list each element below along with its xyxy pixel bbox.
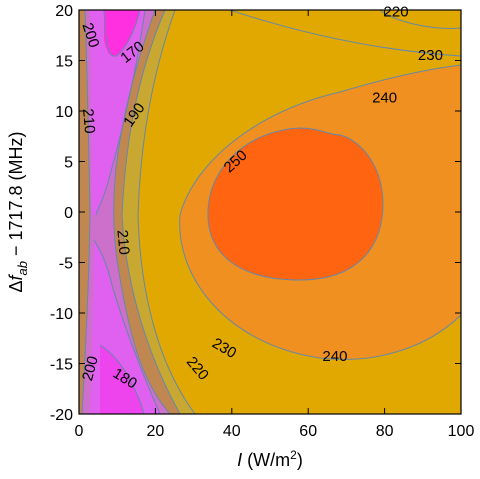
contour-region-180: [100, 345, 144, 414]
contour-line-190-top: [95, 10, 146, 216]
contour-line-240: [179, 64, 461, 360]
contour-region-170: [104, 10, 140, 57]
y-axis-label: Δfab − 1717.8 (MHz): [6, 131, 30, 292]
contour-line-220: [121, 10, 181, 414]
contour-label-220: 220: [384, 4, 409, 21]
contour-fills: [79, 10, 461, 414]
contour-line-180: [99, 344, 145, 414]
contour-line-250: [207, 127, 384, 281]
y-tick-label: 10: [55, 104, 73, 121]
x-axis-label: I (W/m2): [237, 448, 303, 470]
contour-line-230-top: [229, 10, 461, 57]
y-tick-label: 5: [64, 155, 73, 172]
x-tick-label: 60: [299, 423, 317, 440]
contour-label-200: 200: [79, 21, 103, 50]
y-axis-ticks: -20 -15 -10 -5 0 5 10 15 20: [50, 3, 461, 424]
y-tick-label: -5: [59, 256, 73, 273]
contour-label-200: 200: [79, 354, 102, 383]
y-tick-label: -15: [50, 357, 73, 374]
contour-label-230: 230: [418, 47, 443, 64]
contour-region-190: [90, 10, 145, 215]
x-axis-ticks: 0 20 40 60 80 100: [75, 10, 475, 440]
contour-line-230: [137, 10, 196, 414]
x-tick-label: 100: [448, 423, 475, 440]
x-tick-label: 0: [75, 423, 84, 440]
contour-line-170: [103, 10, 141, 57]
contour-label-210: 210: [79, 108, 98, 134]
contour-line-190-bottom: [93, 239, 161, 414]
contour-label-210: 210: [113, 229, 132, 255]
x-tick-label: 20: [147, 423, 165, 440]
y-tick-label: -10: [50, 306, 73, 323]
y-tick-label: 15: [55, 54, 73, 71]
contour-line-220-top: [379, 10, 461, 29]
x-tick-label: 80: [376, 423, 394, 440]
y-tick-label: 0: [64, 205, 73, 222]
y-tick-label: 20: [55, 3, 73, 20]
contour-label-240: 240: [372, 89, 397, 106]
x-tick-label: 40: [223, 423, 241, 440]
contour-region-250: [207, 128, 383, 280]
contour-label-240: 240: [322, 348, 347, 365]
contour-lines: [81, 10, 461, 414]
y-tick-label: -20: [50, 407, 73, 424]
contour-line-200-left: [81, 10, 91, 414]
